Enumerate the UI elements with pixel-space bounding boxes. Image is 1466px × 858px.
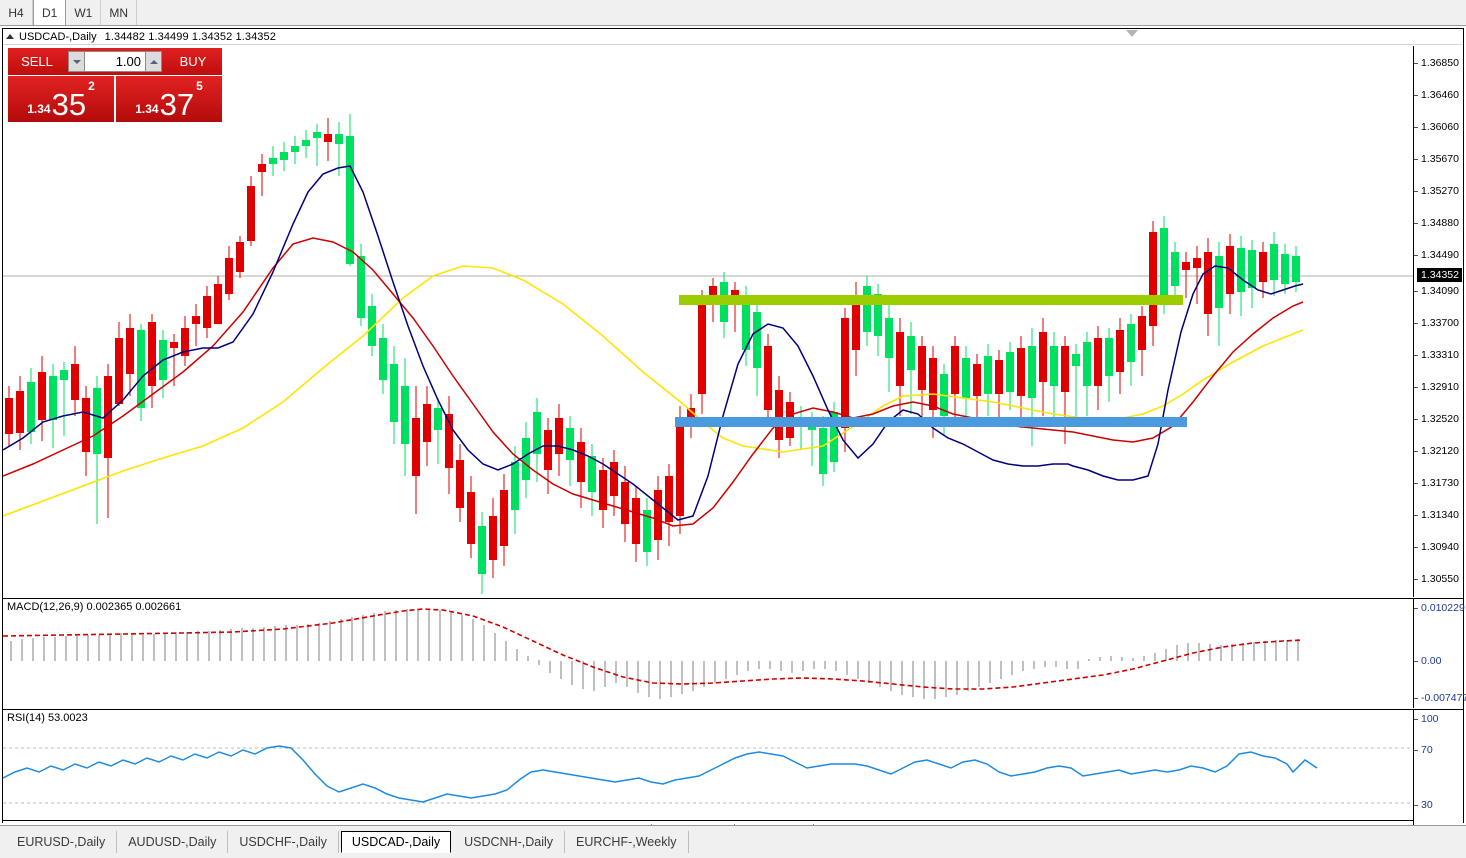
volume-decrement-button[interactable] [68,51,85,72]
ma-mid-line [3,237,1304,527]
volume-control: 1.00 [66,48,164,75]
price-pane[interactable] [3,46,1415,597]
current-price-badge: 1.34352 [1417,268,1462,282]
one-click-trading-panel[interactable]: SELL 1.00 BUY 1.34 35 2 [8,48,222,122]
macd-scale[interactable]: 0.010229 0.00 -0.007477 [1413,598,1466,708]
macd-histogram [10,609,1299,699]
toolbar-spacer [137,0,1466,25]
chart-tab-audusd[interactable]: AUDUSD-,Daily [117,831,229,853]
buy-price-button[interactable]: 1.34 37 5 [116,76,222,122]
price-chart-svg [3,114,1415,594]
price-tick: 1.33700 [1414,317,1463,329]
chevron-down-icon[interactable] [1126,30,1138,37]
price-tick: 1.35270 [1414,185,1463,197]
sell-price-sup: 2 [88,79,95,93]
chart-tab-usdcnh[interactable]: USDCNH-,Daily [453,831,566,853]
chart-symbol-label: USDCAD-,Daily [19,30,97,43]
sell-label[interactable]: SELL [8,48,66,75]
price-scale[interactable]: 1.36850 1.36460 1.36060 1.35670 1.35270 … [1413,46,1463,597]
rsi-pane[interactable]: RSI(14) 53.0023 25 Nov 2018 4 Dec 2018 1… [3,709,1415,837]
ma-slow-line [3,265,1304,517]
timeframe-toolbar: H4 D1 W1 MN [0,0,1466,26]
chart-tab-eurusd[interactable]: EURUSD-,Daily [6,831,118,853]
price-tick: 1.31340 [1414,509,1463,521]
sell-price-prefix: 1.34 [27,102,51,116]
price-tick: 1.30550 [1414,573,1463,585]
timeframe-button-mn[interactable]: MN [101,0,138,25]
rsi-label: RSI(14) 53.0023 [7,712,88,724]
price-tick: 1.35670 [1414,153,1463,165]
rsi-line [3,745,1318,803]
buy-label[interactable]: BUY [164,48,222,75]
price-tick: 1.34880 [1414,217,1463,229]
rsi-tick: 100 [1414,713,1463,725]
chart-area: USDCAD-,Daily 1.34482 1.34499 1.34352 1.… [2,28,1466,837]
sell-price-big: 35 [51,87,87,122]
buy-price-big: 37 [159,87,195,122]
volume-input[interactable]: 1.00 [85,51,145,72]
chart-titlebar: USDCAD-,Daily 1.34482 1.34499 1.34352 1.… [3,29,1463,45]
triangle-up-icon [6,34,14,39]
macd-tick: -0.007477 [1414,692,1466,704]
price-tick: 1.34090 [1414,285,1463,297]
candlestick-series [5,114,1300,594]
caret-down-icon [72,59,81,64]
macd-tick: 0.00 [1414,655,1463,667]
rsi-tick: 30 [1414,799,1463,811]
macd-chart-svg [3,608,1304,699]
timeframe-button-d1[interactable]: D1 [33,0,67,25]
buy-price-sup: 5 [196,79,203,93]
support-level-line[interactable] [675,417,1187,427]
macd-tick: 0.010229 [1414,602,1465,614]
timeframe-button-h4[interactable]: H4 [0,0,33,25]
price-tick: 1.36850 [1414,57,1463,69]
resistance-level-line[interactable] [679,295,1183,305]
ma-fast-line [3,165,1304,521]
macd-pane[interactable]: MACD(12,26,9) 0.002365 0.002661 [3,598,1415,708]
chart-tab-usdcad[interactable]: USDCAD-,Daily [340,831,452,853]
volume-increment-button[interactable] [145,51,162,72]
price-tick: 1.33310 [1414,349,1463,361]
price-tick: 1.36460 [1414,89,1463,101]
caret-up-icon [149,59,158,64]
price-tick: 1.36060 [1414,121,1463,133]
price-tick: 1.32520 [1414,413,1463,425]
timeframe-button-w1[interactable]: W1 [66,0,102,25]
price-tick: 1.31730 [1414,477,1463,489]
price-tick: 1.34490 [1414,249,1463,261]
price-tick: 1.30940 [1414,541,1463,553]
trade-panel-top-row: SELL 1.00 BUY [8,48,222,75]
chart-tab-bar: EURUSD-,Daily AUDUSD-,Daily USDCHF-,Dail… [0,825,1466,858]
chart-ohlc-values: 1.34482 1.34499 1.34352 1.34352 [104,30,276,43]
chart-tab-usdchf[interactable]: USDCHF-,Daily [228,831,339,853]
trade-panel-prices: 1.34 35 2 1.34 37 5 [8,76,222,122]
chart-tab-eurchf[interactable]: EURCHF-,Weekly [565,831,689,853]
price-tick: 1.32120 [1414,445,1463,457]
rsi-tick: 70 [1414,744,1463,756]
price-tick: 1.32910 [1414,381,1463,393]
sell-price-button[interactable]: 1.34 35 2 [8,76,114,122]
buy-price-prefix: 1.34 [135,102,159,116]
rsi-scale[interactable]: 100 70 30 0 [1413,709,1463,837]
macd-label: MACD(12,26,9) 0.002365 0.002661 [7,601,182,613]
rsi-chart-svg [3,745,1415,804]
macd-signal-line [3,608,1304,690]
